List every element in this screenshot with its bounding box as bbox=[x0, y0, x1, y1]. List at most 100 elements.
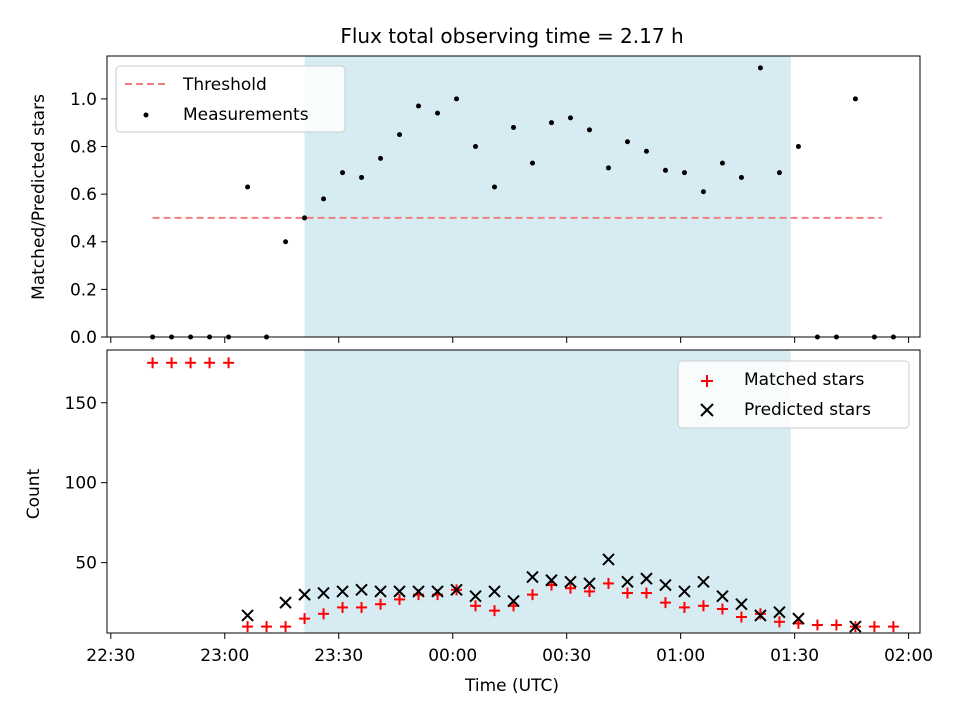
matched-star-point bbox=[299, 613, 311, 625]
y-tick-label: 150 bbox=[65, 394, 97, 414]
measurement-point bbox=[738, 174, 744, 180]
ratio-panel-frame bbox=[106, 55, 921, 338]
predicted-star-point bbox=[488, 585, 501, 598]
measurement-point bbox=[397, 132, 403, 138]
measurement-point bbox=[529, 160, 535, 166]
predicted-star-point bbox=[621, 575, 634, 589]
predicted-star-point bbox=[659, 578, 672, 592]
predicted-star-point bbox=[374, 585, 387, 598]
matched-star-point bbox=[204, 357, 216, 369]
y-tick-label: 0.0 bbox=[70, 328, 97, 348]
ratio-panel: 0.0 0.2 0.4 0.6 0.8 1.0 Matched/Predicted sta… bbox=[29, 55, 921, 348]
x-tick-label: 01:00 bbox=[656, 646, 705, 666]
matched-star-point bbox=[716, 603, 728, 615]
matched-star-point bbox=[697, 600, 709, 612]
predicted-star-point bbox=[792, 612, 805, 625]
predicted-star-point bbox=[773, 606, 786, 619]
matched-star-point bbox=[356, 601, 368, 613]
matched-star-point bbox=[318, 608, 330, 620]
y-tick-label: 1.0 bbox=[70, 90, 97, 110]
matched-star-point bbox=[659, 597, 671, 609]
measurement-point bbox=[567, 115, 573, 121]
count-marks bbox=[147, 357, 899, 633]
measurement-point bbox=[302, 215, 308, 221]
matched-star-point bbox=[602, 577, 614, 589]
legend-threshold-label: Threshold bbox=[182, 75, 267, 95]
matched-star-point bbox=[489, 605, 501, 617]
x-tick-label: 22:30 bbox=[86, 646, 135, 666]
matched-star-point bbox=[147, 357, 159, 369]
x-tick-label: 00:00 bbox=[428, 646, 477, 666]
matched-star-point bbox=[735, 611, 747, 623]
y-tick-label: 50 bbox=[75, 554, 97, 574]
matched-star-point bbox=[470, 600, 482, 612]
matched-star-point bbox=[754, 608, 766, 620]
predicted-star-point bbox=[241, 609, 254, 622]
measurement-point bbox=[795, 143, 801, 149]
count-x-axis: 22:30 23:00 23:30 00:00 00:30 01:00 01:30 02:00 bbox=[86, 633, 933, 666]
measurement-point bbox=[435, 110, 441, 116]
measurement-point bbox=[245, 184, 251, 190]
measurement-point bbox=[454, 96, 460, 102]
measurement-point bbox=[283, 239, 289, 245]
measurement-point bbox=[681, 170, 687, 176]
predicted-star-point bbox=[735, 598, 748, 611]
ratio-legend: Threshold Measurements bbox=[115, 65, 346, 133]
y-tick-label: 0.8 bbox=[70, 137, 97, 157]
legend-predicted-label: Predicted stars bbox=[744, 400, 871, 420]
predicted-star-point bbox=[393, 585, 406, 598]
x-tick-label: 00:30 bbox=[542, 646, 591, 666]
predicted-star-point bbox=[355, 583, 368, 597]
matched-star-point bbox=[678, 601, 690, 613]
observing-window-shade bbox=[304, 56, 791, 337]
ratio-x-ticks bbox=[110, 337, 910, 343]
matched-star-point bbox=[583, 585, 595, 597]
predicted-star-point bbox=[431, 585, 444, 598]
predicted-star-point bbox=[697, 575, 710, 589]
legend-matched-swatch bbox=[701, 375, 713, 387]
legend-predicted-swatch bbox=[700, 403, 714, 417]
count-y-axis: 50 100 150 bbox=[65, 394, 107, 574]
matched-star-point bbox=[526, 589, 538, 601]
predicted-star-point bbox=[507, 594, 520, 608]
predicted-star-point bbox=[849, 620, 862, 633]
legend-measurements-label: Measurements bbox=[183, 105, 309, 125]
matched-star-point bbox=[166, 357, 178, 369]
x-tick-label: 02:00 bbox=[884, 646, 933, 666]
predicted-star-point bbox=[450, 583, 463, 597]
predicted-star-point bbox=[279, 596, 292, 609]
predicted-star-point bbox=[545, 574, 558, 587]
predicted-star-point bbox=[583, 577, 596, 590]
matched-star-point bbox=[773, 616, 785, 628]
count-y-axis-label: Count bbox=[24, 468, 44, 519]
ratio-y-axis: 0.0 0.2 0.4 0.6 0.8 1.0 bbox=[70, 90, 107, 348]
measurement-point bbox=[359, 174, 365, 180]
measurement-point bbox=[662, 167, 668, 173]
measurement-point bbox=[548, 120, 554, 126]
measurement-point bbox=[719, 160, 725, 166]
predicted-star-point bbox=[678, 585, 691, 598]
predicted-star-point bbox=[564, 575, 577, 589]
predicted-star-point bbox=[526, 570, 539, 584]
matched-star-point bbox=[280, 621, 292, 633]
y-tick-label: 0.6 bbox=[70, 185, 97, 205]
matched-star-point bbox=[887, 621, 899, 633]
predicted-star-point bbox=[640, 572, 653, 585]
measurement-point bbox=[378, 155, 384, 161]
count-legend: Matched stars Predicted stars bbox=[677, 360, 910, 429]
count-panel-frame bbox=[106, 349, 921, 634]
matched-star-point bbox=[223, 357, 235, 369]
y-tick-label: 0.4 bbox=[70, 233, 97, 253]
matched-star-point bbox=[337, 601, 349, 613]
measurement-point bbox=[340, 170, 346, 176]
ratio-y-axis-label: Matched/Predicted stars bbox=[29, 94, 49, 300]
measurement-point bbox=[416, 103, 422, 109]
predicted-star-point bbox=[602, 553, 615, 566]
matched-star-point bbox=[394, 593, 406, 605]
measurement-point bbox=[757, 65, 763, 71]
x-tick-label: 01:30 bbox=[770, 646, 819, 666]
measurement-point bbox=[586, 127, 592, 133]
matched-star-point bbox=[868, 621, 880, 633]
measurement-point bbox=[492, 184, 498, 190]
matched-star-point bbox=[640, 587, 652, 599]
